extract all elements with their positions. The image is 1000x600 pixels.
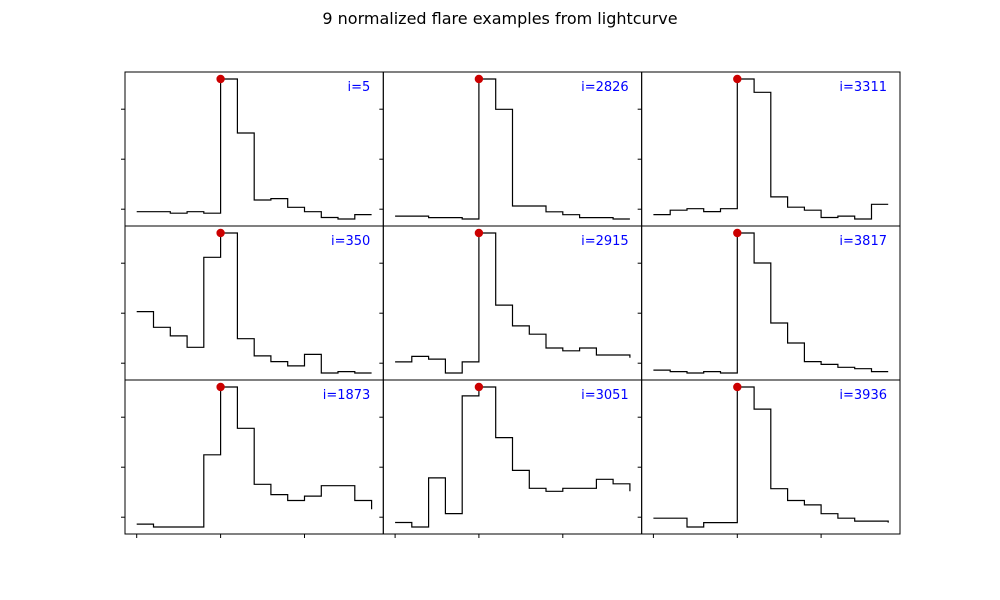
panel-frame [124, 225, 384, 381]
flare-step-line [653, 386, 889, 528]
panel-label: i=1873 [323, 388, 371, 403]
peak-marker [216, 74, 225, 84]
panel-label: i=3311 [839, 80, 887, 95]
peak-marker [733, 228, 742, 238]
panel-label: i=2915 [581, 234, 629, 249]
flare-step-line [136, 386, 373, 528]
panel-label: i=2826 [581, 80, 629, 95]
peak-marker [733, 74, 742, 84]
flare-step-line [136, 78, 372, 220]
peak-marker [216, 228, 225, 238]
flare-step-line [653, 78, 889, 220]
panel-frame [641, 379, 901, 535]
peak-marker [474, 382, 484, 392]
panel-label: i=5 [348, 80, 371, 95]
chart-title: 9 normalized flare examples from lightcu… [322, 9, 678, 28]
panel-label: i=3817 [839, 234, 887, 249]
panel-label: i=3051 [581, 388, 629, 403]
flare-step-line [136, 232, 372, 374]
panel-label: i=350 [331, 234, 370, 249]
flare-step-line [395, 386, 631, 528]
flare-step-line [395, 232, 631, 374]
flare-step-line [653, 232, 889, 374]
flare-step-line [395, 78, 630, 220]
peak-marker [474, 228, 484, 238]
peak-marker [216, 382, 225, 392]
panel-label: i=3936 [839, 388, 887, 403]
peak-marker [474, 74, 484, 84]
peak-marker [733, 382, 742, 392]
